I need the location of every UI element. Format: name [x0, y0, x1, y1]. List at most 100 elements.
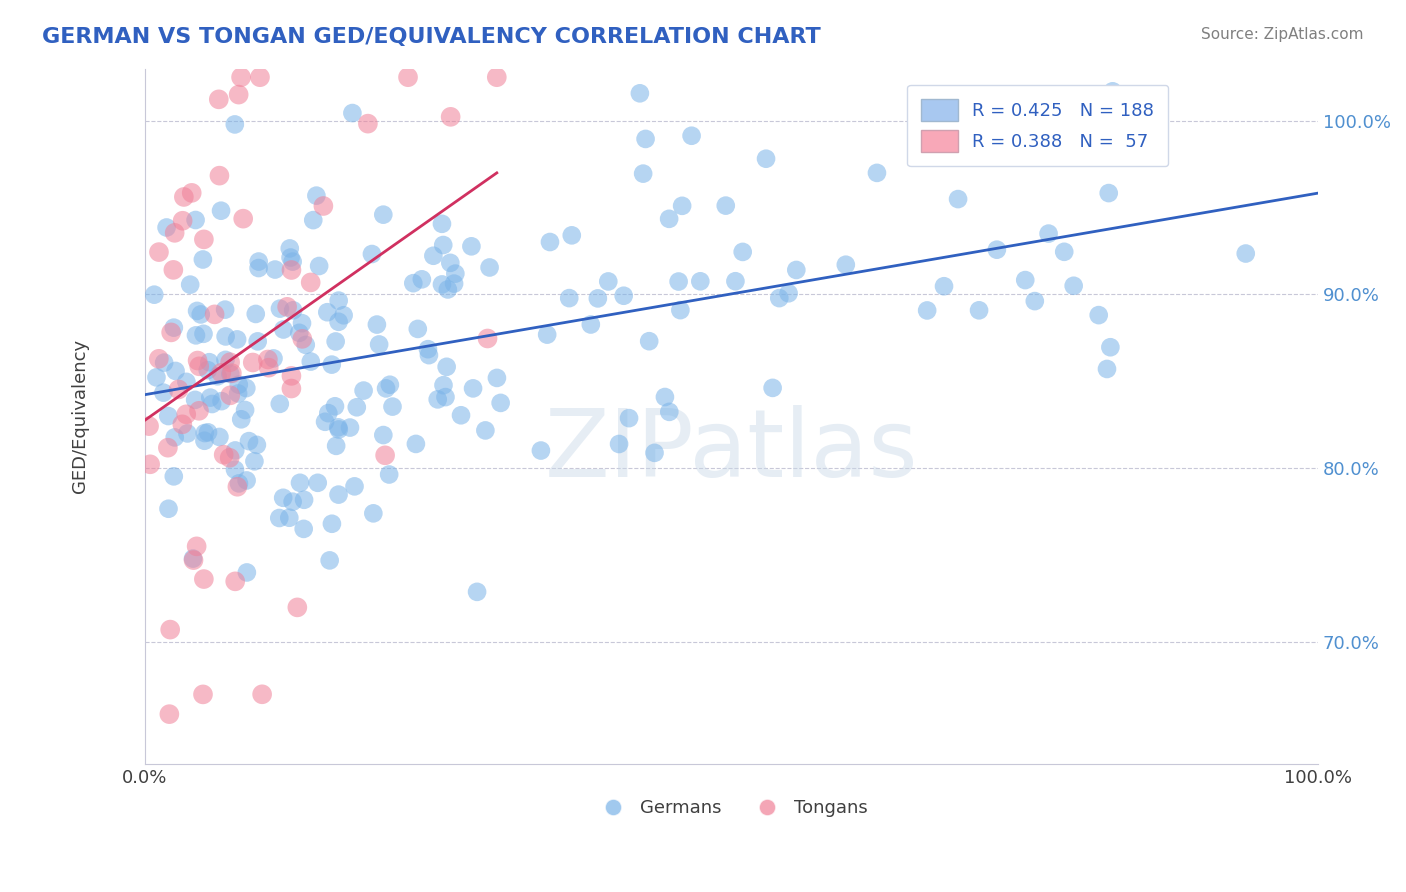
- Point: [613, 289, 636, 303]
- Point: [658, 405, 681, 419]
- Point: [478, 260, 501, 275]
- Point: [224, 462, 246, 476]
- Point: [1098, 186, 1121, 200]
- Point: [193, 326, 215, 341]
- Point: [396, 70, 419, 85]
- Point: [193, 232, 215, 246]
- Point: [228, 476, 250, 491]
- Point: [835, 258, 858, 272]
- Point: [450, 409, 472, 423]
- Point: [373, 428, 395, 442]
- Point: [224, 574, 246, 589]
- Point: [247, 254, 270, 268]
- Point: [474, 424, 496, 438]
- Point: [191, 687, 214, 701]
- Point: [236, 566, 259, 580]
- Point: [209, 203, 232, 218]
- Point: [530, 443, 553, 458]
- Point: [165, 364, 187, 378]
- Point: [308, 259, 330, 273]
- Point: [229, 70, 252, 85]
- Point: [163, 430, 186, 444]
- Point: [416, 342, 439, 356]
- Point: [249, 70, 271, 85]
- Point: [211, 394, 233, 409]
- Point: [378, 377, 401, 392]
- Point: [342, 106, 364, 120]
- Point: [190, 308, 212, 322]
- Point: [363, 506, 385, 520]
- Point: [219, 355, 242, 369]
- Point: [176, 375, 198, 389]
- Point: [214, 352, 236, 367]
- Point: [280, 263, 302, 277]
- Point: [785, 263, 807, 277]
- Point: [432, 238, 454, 252]
- Point: [271, 491, 294, 505]
- Point: [280, 382, 302, 396]
- Point: [316, 305, 339, 319]
- Point: [231, 412, 253, 426]
- Point: [579, 318, 602, 332]
- Point: [148, 351, 170, 366]
- Point: [224, 117, 246, 131]
- Legend: Germans, Tongans: Germans, Tongans: [588, 792, 875, 824]
- Text: Source: ZipAtlas.com: Source: ZipAtlas.com: [1201, 27, 1364, 42]
- Point: [768, 291, 790, 305]
- Point: [426, 392, 449, 407]
- Point: [465, 585, 488, 599]
- Point: [406, 322, 429, 336]
- Point: [366, 318, 388, 332]
- Point: [246, 334, 269, 349]
- Point: [418, 348, 440, 362]
- Point: [332, 308, 354, 322]
- Point: [1038, 227, 1060, 241]
- Point: [200, 391, 222, 405]
- Point: [422, 249, 444, 263]
- Point: [285, 600, 308, 615]
- Point: [321, 516, 343, 531]
- Point: [160, 326, 183, 340]
- Point: [405, 437, 427, 451]
- Point: [381, 400, 404, 414]
- Point: [1101, 84, 1123, 98]
- Point: [198, 355, 221, 369]
- Point: [321, 358, 343, 372]
- Point: [437, 282, 460, 296]
- Point: [1024, 294, 1046, 309]
- Point: [157, 707, 180, 722]
- Point: [264, 262, 287, 277]
- Point: [460, 239, 482, 253]
- Point: [269, 397, 291, 411]
- Point: [219, 388, 242, 402]
- Point: [232, 211, 254, 226]
- Point: [157, 409, 180, 423]
- Point: [278, 241, 301, 255]
- Point: [762, 381, 785, 395]
- Point: [257, 352, 280, 367]
- Point: [731, 244, 754, 259]
- Text: ZIPatlas: ZIPatlas: [544, 405, 918, 497]
- Point: [343, 479, 366, 493]
- Point: [378, 467, 401, 482]
- Point: [357, 117, 380, 131]
- Point: [631, 167, 654, 181]
- Point: [373, 208, 395, 222]
- Point: [946, 192, 969, 206]
- Point: [970, 102, 993, 116]
- Point: [617, 411, 640, 425]
- Point: [724, 274, 747, 288]
- Point: [188, 404, 211, 418]
- Point: [461, 381, 484, 395]
- Point: [246, 438, 269, 452]
- Point: [1234, 246, 1257, 260]
- Point: [193, 572, 215, 586]
- Point: [219, 367, 242, 381]
- Point: [139, 458, 162, 472]
- Point: [671, 199, 693, 213]
- Point: [263, 351, 285, 366]
- Point: [932, 279, 955, 293]
- Point: [299, 276, 322, 290]
- Point: [967, 303, 990, 318]
- Point: [269, 511, 291, 525]
